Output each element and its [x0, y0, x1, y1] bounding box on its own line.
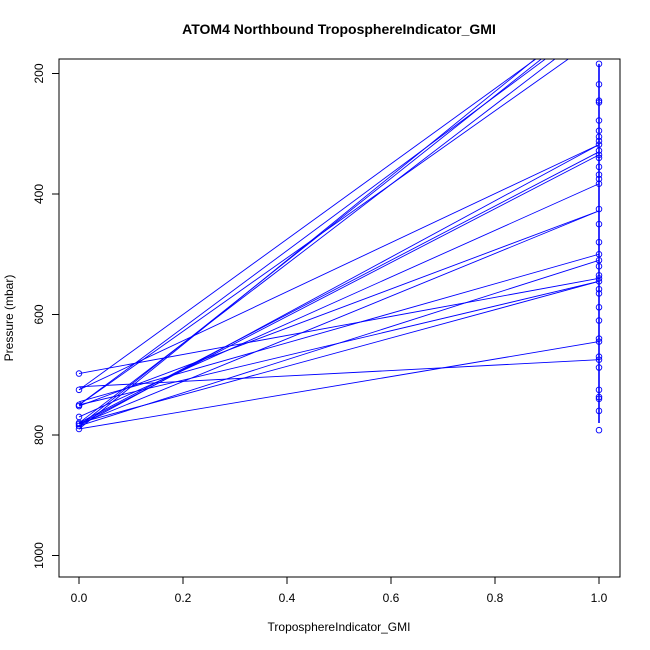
y-tick-label-2: 400 [32, 184, 46, 204]
data-point-27 [595, 220, 603, 228]
x-axis: 0.0 0.2 0.4 0.6 0.8 1.0 [71, 576, 608, 605]
y-tick-label-5: 1000 [32, 542, 46, 569]
data-point-12 [595, 97, 603, 104]
plot-lines [78, 59, 600, 430]
data-point-16 [595, 133, 603, 141]
data-point-43 [595, 364, 603, 371]
data-segment-14 [78, 253, 600, 403]
data-point-22 [595, 163, 603, 171]
data-point-7 [75, 420, 83, 428]
data-point-31 [595, 263, 603, 270]
data-point-26 [595, 205, 603, 213]
data-point-9 [75, 425, 83, 433]
data-segment-3 [78, 59, 570, 406]
data-segment-13 [78, 210, 600, 425]
x-tick-label-6: 1.0 [591, 591, 608, 605]
data-point-4 [75, 402, 83, 410]
data-segment-19 [78, 359, 600, 388]
data-segment-20 [78, 341, 600, 430]
data-point-25 [595, 180, 603, 188]
data-point-48 [595, 426, 603, 434]
data-point-21 [595, 154, 603, 162]
data-segment-12 [78, 210, 600, 407]
data-point-34 [595, 278, 603, 285]
data-point-11 [595, 81, 603, 88]
data-segment-10 [78, 183, 600, 418]
x-tick-label-3: 0.4 [279, 591, 296, 605]
x-axis-label: TroposphereIndicator_GMI [268, 620, 411, 634]
data-point-37 [595, 304, 603, 311]
data-point-19 [595, 147, 603, 154]
data-point-39 [595, 335, 603, 342]
data-point-35 [595, 285, 603, 293]
data-point-17 [595, 137, 603, 145]
data-point-47 [595, 407, 603, 415]
data-point-40 [595, 338, 603, 345]
data-segment-18 [78, 280, 600, 424]
data-point-44 [595, 386, 603, 394]
y-tick-label-1: 200 [32, 63, 46, 83]
data-segment-6 [78, 59, 536, 430]
data-segment-2 [78, 59, 556, 424]
data-point-1 [75, 370, 83, 377]
data-point-8 [75, 422, 83, 430]
data-point-20 [595, 151, 603, 159]
data-point-33 [595, 275, 603, 282]
data-point-10 [595, 60, 603, 68]
data-segment-17 [78, 280, 600, 406]
data-point-46 [595, 395, 603, 403]
data-point-28 [595, 238, 603, 246]
x-tick-label-2: 0.2 [175, 591, 192, 605]
chart-title: ATOM4 Northbound TroposphereIndicator_GM… [182, 21, 496, 37]
data-point-45 [595, 393, 603, 401]
y-axis: 200 400 600 800 1000 [32, 63, 60, 569]
data-segment-9 [78, 154, 600, 425]
plot-points [75, 60, 603, 434]
data-point-41 [595, 353, 603, 360]
plot-frame [58, 58, 621, 578]
x-tick-label-5: 0.8 [487, 591, 504, 605]
data-segment-5 [78, 59, 547, 406]
data-segment-16 [78, 277, 600, 374]
y-axis-label: Pressure (mbar) [2, 275, 16, 362]
y-tick-label-3: 600 [32, 304, 46, 324]
data-point-36 [595, 290, 603, 297]
data-point-38 [595, 317, 603, 324]
data-point-42 [595, 356, 603, 363]
x-tick-label-1: 0.0 [71, 591, 88, 605]
data-point-23 [595, 171, 603, 178]
data-point-13 [595, 99, 603, 106]
data-point-24 [595, 175, 603, 183]
data-segment-11 [78, 144, 600, 391]
data-point-14 [595, 117, 603, 124]
data-point-2 [75, 386, 83, 394]
data-segment-4 [78, 59, 537, 391]
x-tick-label-4: 0.6 [383, 591, 400, 605]
y-tick-label-4: 800 [32, 425, 46, 445]
